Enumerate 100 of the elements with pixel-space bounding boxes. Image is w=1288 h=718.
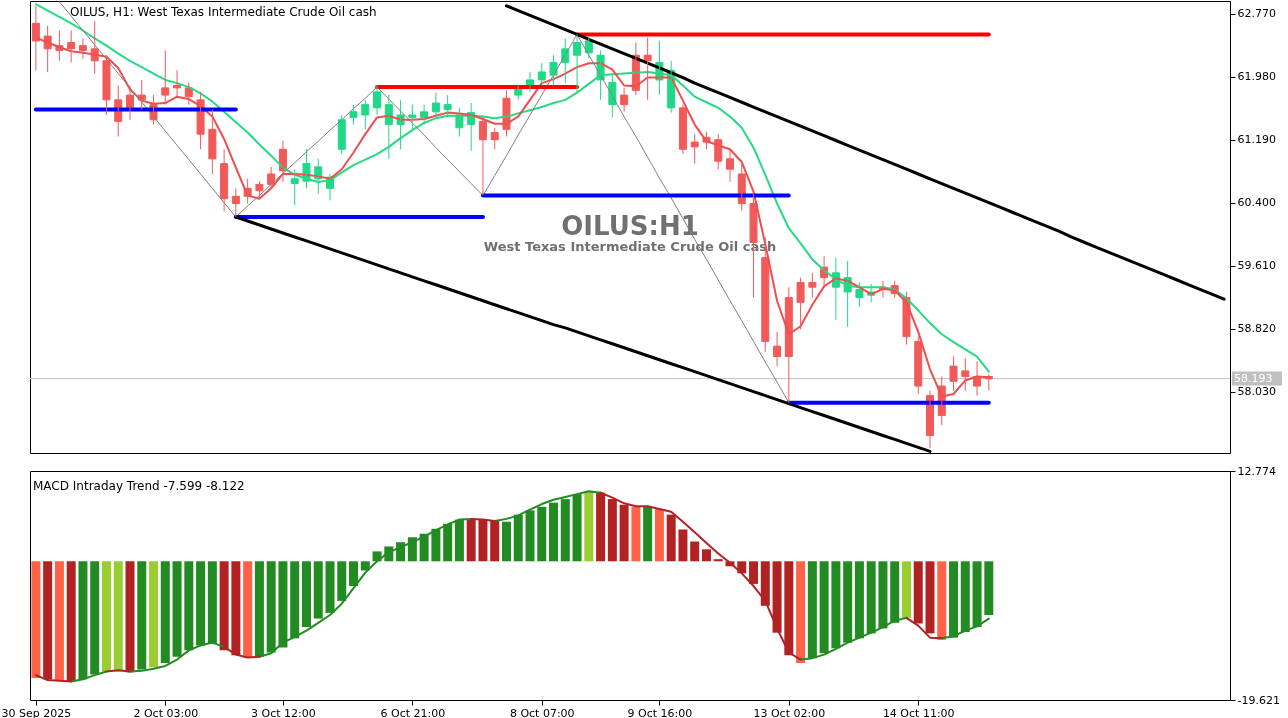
bar [654,508,664,562]
line-series [58,1,790,404]
bar [701,549,711,562]
candlestick [690,133,699,165]
bar [454,519,464,562]
bar [490,520,500,562]
candlestick [443,94,452,118]
bar [760,561,770,606]
bar [913,561,923,624]
candlestick [173,69,182,99]
candlestick [961,357,970,392]
bar [549,502,559,562]
candlestick [255,180,264,200]
bar [949,561,959,638]
bar [690,541,700,562]
x-tick-label: 3 Oct 12:00 [251,706,316,718]
candlestick [796,277,805,330]
bar [972,561,982,628]
bar [501,521,511,562]
candlestick [949,356,958,392]
bar [113,561,123,672]
bar [231,561,241,656]
bar [937,561,947,640]
y-tick-label: 58.820 [1237,322,1276,336]
bar [360,561,370,571]
bar [807,561,817,659]
bar [290,561,300,639]
bar [301,561,311,628]
bar [172,561,182,657]
bar [525,510,535,562]
bar [349,561,359,587]
bar [478,519,488,562]
x-tick-label: 30 Sep 2025 [1,706,72,718]
bar [254,561,264,657]
bar [431,528,441,562]
bar [313,561,323,619]
y-tick-label: 58.030 [1237,385,1276,399]
bar [149,561,159,668]
bar [160,561,170,664]
x-tick-label: 13 Oct 02:00 [753,706,826,718]
bar [984,561,994,616]
bar [31,561,41,678]
bar [631,506,641,562]
y-tick-label: 61.980 [1237,70,1276,84]
bar [960,561,970,632]
candlestick [855,281,864,308]
bar [443,523,453,562]
x-tick-label: 8 Oct 07:00 [509,706,575,718]
bar [90,561,100,675]
candlestick [361,99,370,130]
bar [713,559,723,562]
y-tick-label: 60.400 [1237,196,1276,210]
bar [207,561,217,644]
bar [819,561,829,654]
candlestick [102,54,111,116]
bar [184,561,194,651]
bar [643,506,653,562]
bar [878,561,888,629]
candlestick [290,168,299,206]
bar [560,499,570,562]
bar [513,514,523,562]
ref-line-label: 58.193 [1234,371,1273,385]
bar [772,561,782,633]
text: MACD Intraday Trend -7.599 -8.122 [33,479,245,493]
y-tick-label: 62.770 [1237,7,1276,21]
bar [619,504,629,562]
bar [901,561,911,618]
candlestick [549,54,558,86]
candlestick [808,272,817,299]
bar [325,561,335,613]
bar [137,561,147,670]
candlestick [349,104,358,126]
bar [890,561,900,623]
candlestick [537,62,546,84]
bar [43,561,53,680]
x-tick-label: 14 Oct 11:00 [882,706,955,718]
bar [537,506,547,562]
bar [678,529,688,562]
bar [278,561,288,648]
bar [266,561,276,653]
y-tick-label: -19.621 [1237,693,1280,707]
bar [925,561,935,634]
candlestick [408,104,417,130]
bar [407,537,417,562]
bar [196,561,206,646]
y-tick-label: 61.190 [1237,133,1276,147]
bar [419,533,429,562]
bar [466,518,476,562]
bar [749,561,759,584]
x-tick-label: 6 Oct 21:00 [380,706,446,718]
bar [219,561,229,651]
candlestick [208,108,217,175]
annotation: OILUS:H1 [561,211,699,241]
bar [866,561,876,634]
bar [101,561,111,672]
candlestick [161,49,170,106]
bar [854,561,864,639]
bar [572,494,582,562]
x-tick-label: 9 Oct 16:00 [627,706,693,718]
bar [125,561,135,673]
